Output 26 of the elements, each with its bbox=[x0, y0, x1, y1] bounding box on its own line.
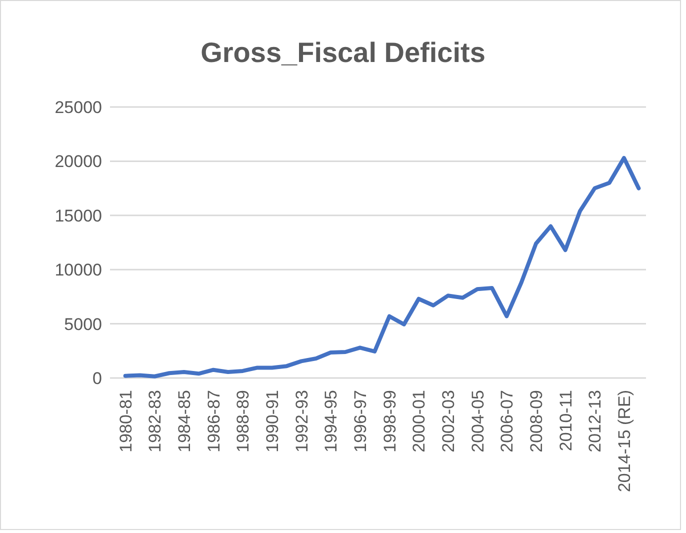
x-tick-label: 2006-07 bbox=[498, 390, 517, 452]
x-tick-label: 2014-15 (RE) bbox=[614, 390, 634, 492]
x-tick-label: 2008-09 bbox=[526, 390, 546, 452]
x-tick-label: 2004-05 bbox=[468, 390, 488, 452]
x-tick-label: 1986-87 bbox=[204, 390, 224, 452]
x-tick-label: 1990-91 bbox=[262, 390, 282, 452]
x-tick-label: 1994-95 bbox=[322, 390, 341, 452]
y-tick-label: 25000 bbox=[54, 98, 102, 117]
y-tick-label: 10000 bbox=[54, 260, 102, 280]
line-series bbox=[123, 156, 641, 378]
chart-title: Gross_Fiscal Deficits bbox=[200, 37, 486, 68]
x-tick-label: 1992-93 bbox=[292, 390, 312, 452]
x-tick-label: 1984-85 bbox=[174, 390, 194, 452]
x-tick-label: 2000-01 bbox=[410, 390, 429, 452]
x-tick-label: 2012-13 bbox=[586, 390, 605, 452]
x-tick-label: 1982-83 bbox=[146, 390, 165, 452]
y-tick-label: 5000 bbox=[64, 314, 102, 334]
y-tick-label: 15000 bbox=[54, 206, 102, 226]
y-tick-label: 0 bbox=[92, 368, 102, 388]
x-tick-label: 1996-97 bbox=[350, 390, 370, 452]
x-tick-label: 1988-89 bbox=[234, 390, 253, 452]
x-tick-label: 2002-03 bbox=[438, 390, 458, 452]
y-tick-label: 20000 bbox=[54, 152, 102, 172]
x-tick-label: 2010-11 bbox=[556, 390, 576, 452]
x-tick-label: 1998-99 bbox=[380, 390, 400, 452]
x-tick-label: 1980-81 bbox=[116, 390, 136, 452]
